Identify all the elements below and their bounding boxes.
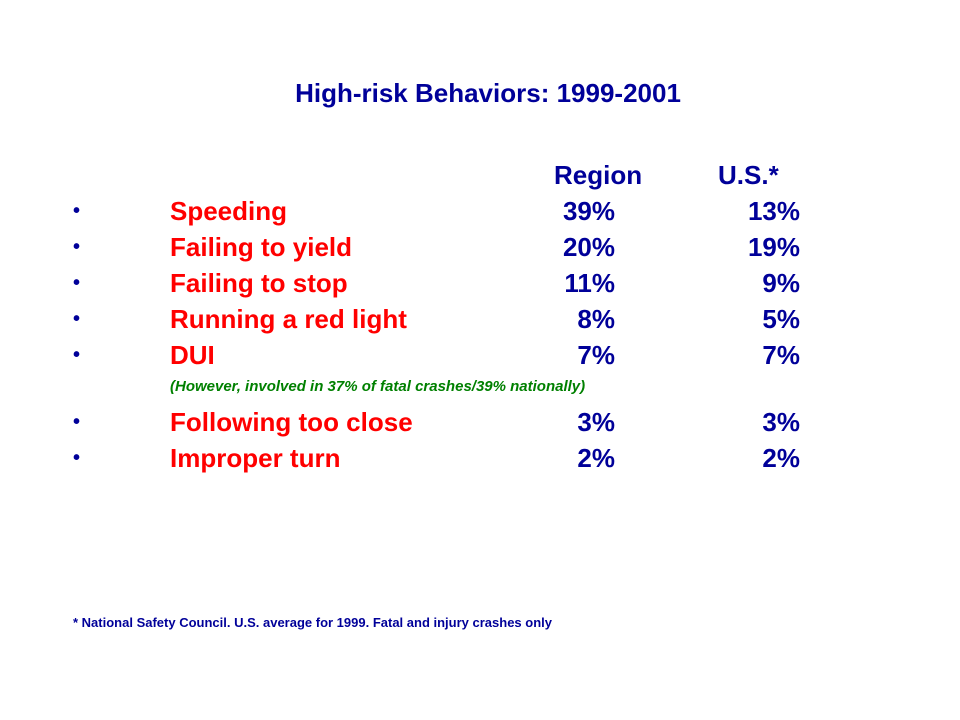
table-row: • Following too close 3% 3% <box>0 407 960 439</box>
behavior-label: Failing to stop <box>170 268 348 298</box>
bullet: • <box>73 236 81 258</box>
bullet: • <box>73 308 81 330</box>
bullet: • <box>73 411 81 433</box>
us-value: 9% <box>762 268 800 298</box>
region-value: 39% <box>562 196 615 226</box>
behavior-label: Failing to yield <box>170 232 353 262</box>
us-value: 3% <box>762 407 800 437</box>
footnote: * National Safety Council. U.S. average … <box>73 615 552 630</box>
behavior-label: Improper turn <box>170 443 341 473</box>
behavior-label: Following too close <box>170 407 413 437</box>
bullet: • <box>73 447 81 469</box>
us-value: 2% <box>762 443 800 473</box>
us-value: 13% <box>747 196 800 226</box>
region-value: 7% <box>577 340 615 370</box>
dui-note: (However, involved in 37% of fatal crash… <box>170 378 586 395</box>
table-row: • Improper turn 2% 2% <box>0 443 960 475</box>
region-value: 3% <box>577 407 615 437</box>
table-row: • DUI 7% 7% <box>0 340 960 372</box>
bullet: • <box>73 344 81 366</box>
us-value: 19% <box>747 232 800 262</box>
region-value: 8% <box>577 304 615 334</box>
table-row: • Running a red light 8% 5% <box>0 304 960 336</box>
page-title: High-risk Behaviors: 1999-2001 <box>295 78 681 108</box>
region-value: 20% <box>562 232 615 262</box>
us-value: 5% <box>762 304 800 334</box>
us-value: 7% <box>762 340 800 370</box>
table-row: • Speeding 39% 13% <box>0 196 960 228</box>
table-row: • Failing to stop 11% 9% <box>0 268 960 300</box>
behavior-label: DUI <box>170 340 215 370</box>
region-value: 11% <box>564 268 615 298</box>
column-header-us: U.S.* <box>718 160 779 190</box>
bullet: • <box>73 272 81 294</box>
table-row: • Failing to yield 20% 19% <box>0 232 960 264</box>
behavior-label: Speeding <box>170 196 288 226</box>
column-header-region: Region <box>554 160 643 190</box>
behavior-label: Running a red light <box>170 304 407 334</box>
region-value: 2% <box>577 443 615 473</box>
bullet: • <box>73 200 81 222</box>
